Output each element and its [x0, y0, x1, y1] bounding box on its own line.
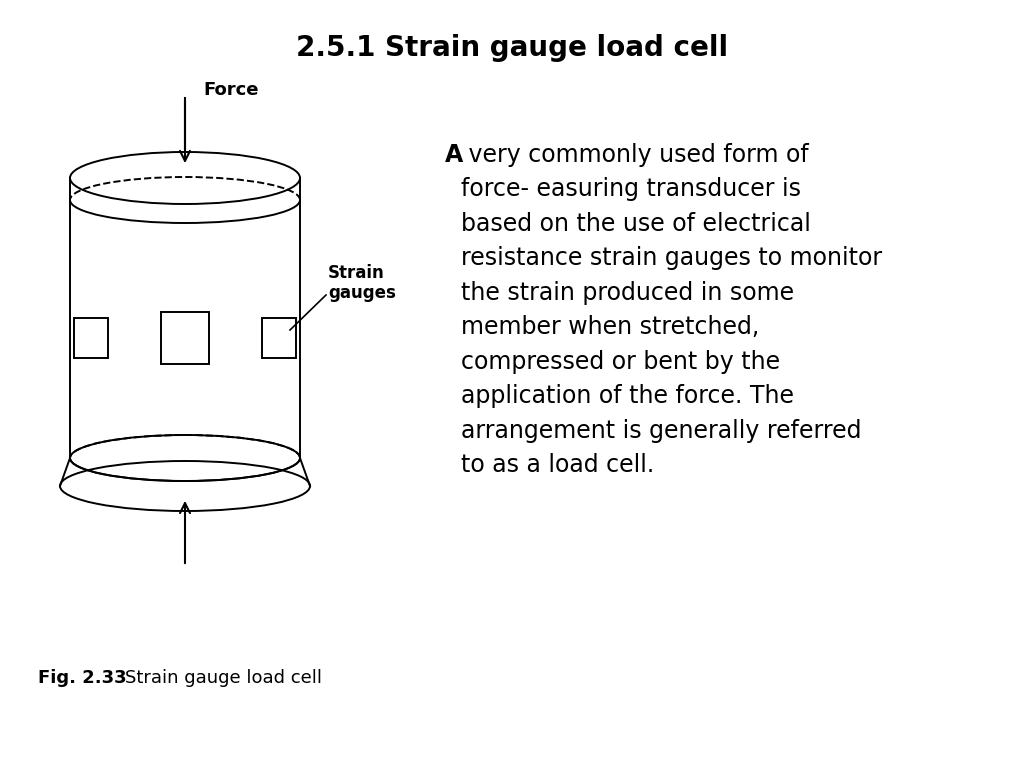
Text: very commonly used form of
force- easuring transducer is
based on the use of ele: very commonly used form of force- easuri…: [461, 143, 882, 477]
Text: Strain gauge load cell: Strain gauge load cell: [125, 669, 322, 687]
Text: 2.5.1 Strain gauge load cell: 2.5.1 Strain gauge load cell: [296, 34, 728, 62]
Text: A: A: [445, 143, 463, 167]
Text: Strain
gauges: Strain gauges: [328, 263, 396, 303]
Bar: [262, 318, 296, 358]
Text: Fig. 2.33: Fig. 2.33: [38, 669, 127, 687]
Bar: [161, 312, 209, 364]
Bar: [74, 318, 108, 358]
Text: Force: Force: [203, 81, 258, 99]
